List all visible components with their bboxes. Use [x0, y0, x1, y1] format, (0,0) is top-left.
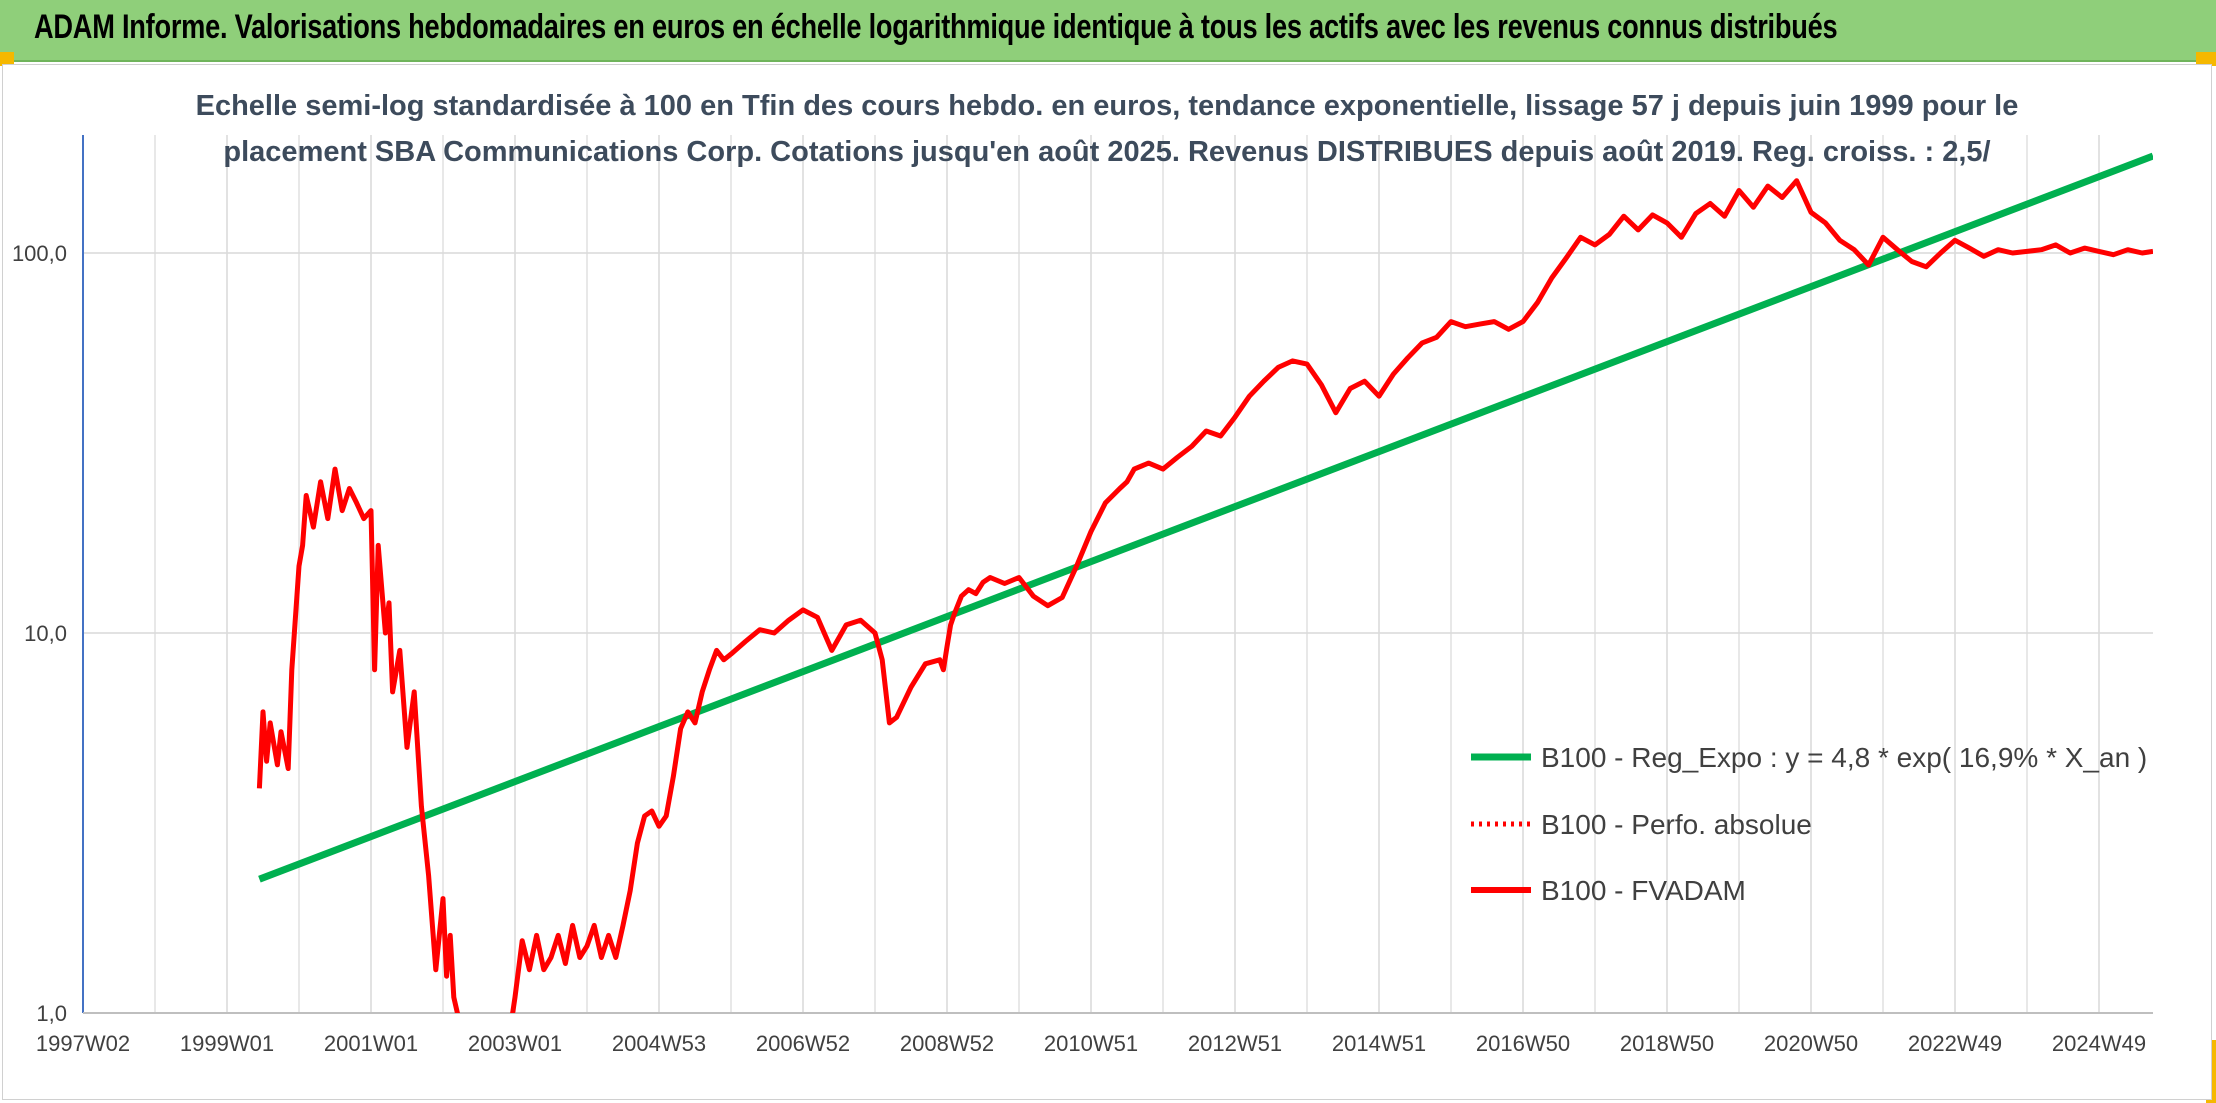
series-layer [256, 152, 2153, 1013]
report-header-bar: ADAM Informe. Valorisations hebdomadaire… [0, 0, 2216, 62]
x-tick-label: 2010W51 [1044, 1031, 1138, 1056]
chart-legend: B100 - Reg_Expo : y = 4,8 * exp( 16,9% *… [1471, 742, 2147, 906]
legend-label-perfo: B100 - Perfo. absolue [1541, 809, 1812, 840]
grid-layer [82, 135, 2153, 1014]
x-tick-label: 1999W01 [180, 1031, 274, 1056]
chart-subtitle-line-2: placement SBA Communications Corp. Cotat… [223, 136, 1990, 168]
x-tick-label: 2018W50 [1620, 1031, 1714, 1056]
x-tick-label: 2004W53 [612, 1031, 706, 1056]
x-tick-label: 2014W51 [1332, 1031, 1426, 1056]
legend-label-fvadam: B100 - FVADAM [1541, 875, 1746, 906]
y-tick-label: 1,0 [36, 1001, 67, 1026]
x-tick-label: 2003W01 [468, 1031, 562, 1056]
x-tick-label: 2020W50 [1764, 1031, 1858, 1056]
y-tick-label: 100,0 [12, 241, 67, 266]
x-tick-label: 2006W52 [756, 1031, 850, 1056]
x-tick-label: 2024W49 [2052, 1031, 2146, 1056]
x-tick-label: 2016W50 [1476, 1031, 1570, 1056]
corner-accent-right [2196, 52, 2216, 66]
y-tick-label: 10,0 [24, 621, 67, 646]
series-line-reg-expo [258, 152, 2153, 883]
x-tick-label: 2012W51 [1188, 1031, 1282, 1056]
series-line-fvadam [510, 178, 2153, 1013]
chart-svg: 1997W02 1999W01 2001W01 2003W01 2004W53 2006W… [12, 90, 2153, 1056]
x-tick-label: 2022W49 [1908, 1031, 2002, 1056]
corner-accent-left [0, 52, 14, 66]
axis-layer: 1997W02 1999W01 2001W01 2003W01 2004W53 2006W… [12, 135, 2153, 1056]
x-tick-label: 1997W02 [36, 1031, 130, 1056]
report-title: ADAM Informe. Valorisations hebdomadaire… [34, 8, 1838, 46]
chart-area: 1997W02 1999W01 2001W01 2003W01 2004W53 2006W… [2, 64, 2212, 1100]
legend-label-reg-expo: B100 - Reg_Expo : y = 4,8 * exp( 16,9% *… [1541, 742, 2147, 773]
series-line-fvadam [256, 466, 460, 1013]
chart-subtitle-line-1: Echelle semi-log standardisée à 100 en T… [196, 90, 2019, 122]
x-tick-label: 2008W52 [900, 1031, 994, 1056]
x-tick-label: 2001W01 [324, 1031, 418, 1056]
